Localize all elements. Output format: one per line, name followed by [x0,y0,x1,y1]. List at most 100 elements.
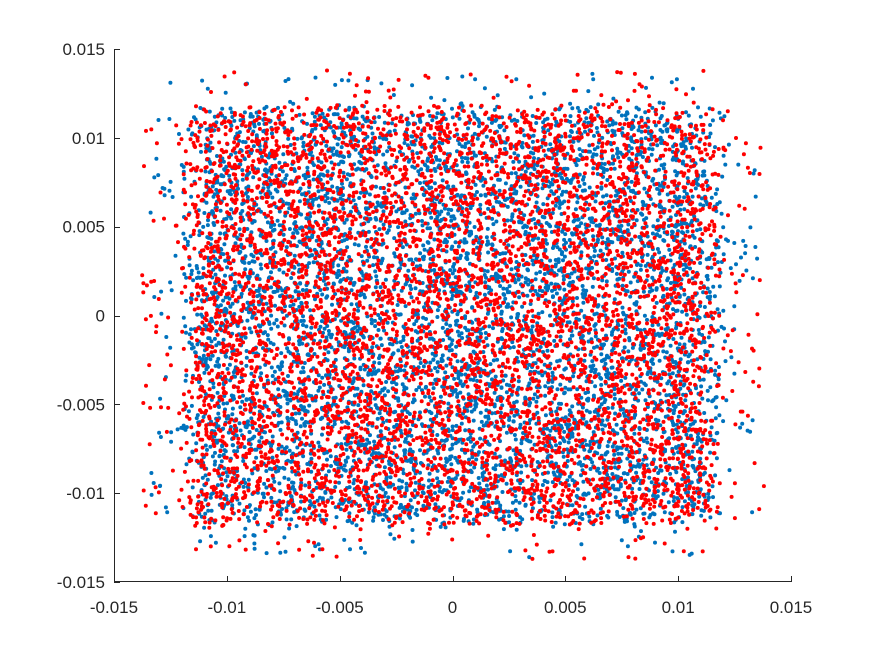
scatter-point [223,258,228,263]
scatter-point [512,413,517,418]
scatter-point [590,284,595,289]
scatter-point [513,171,518,176]
scatter-point [409,196,414,201]
scatter-point [453,441,458,446]
scatter-point [189,403,194,408]
scatter-point [406,268,411,273]
scatter-point [257,439,262,444]
scatter-point [270,455,275,460]
scatter-point [448,323,453,328]
scatter-point [333,112,338,117]
scatter-point [485,239,490,244]
scatter-point [438,394,443,399]
scatter-point [695,357,700,362]
scatter-point [222,242,227,247]
scatter-point [590,216,594,221]
scatter-point [659,141,664,145]
scatter-point [622,345,627,350]
scatter-point [491,358,496,363]
scatter-point [362,367,367,372]
scatter-point [182,272,187,277]
scatter-point [340,159,345,164]
scatter-point [611,161,615,166]
scatter-point [444,322,449,326]
scatter-point [250,114,255,119]
scatter-point [581,300,586,305]
scatter-point [486,487,490,492]
scatter-point [685,229,690,234]
scatter-point [449,342,454,347]
scatter-point [444,363,449,368]
scatter-point [575,217,580,222]
scatter-point [614,193,619,198]
scatter-point [587,514,592,519]
scatter-point [634,153,639,158]
scatter-point [586,398,590,403]
scatter-point [439,209,444,214]
scatter-point [724,398,729,403]
scatter-point [247,261,252,265]
scatter-point [540,483,545,487]
scatter-point [657,234,662,239]
scatter-point [570,106,575,111]
scatter-point [590,359,595,364]
scatter-point [449,446,454,451]
scatter-point [392,536,397,541]
scatter-point [364,244,368,249]
scatter-point [599,382,604,387]
scatter-point [410,83,415,88]
scatter-point [594,311,599,316]
scatter-point [583,504,588,509]
scatter-points [140,68,766,561]
scatter-point [653,123,658,128]
scatter-point [557,205,562,210]
scatter-point [435,308,440,313]
scatter-point [603,398,608,402]
scatter-point [645,372,650,377]
scatter-point [471,521,476,526]
scatter-point [548,428,553,433]
scatter-point [682,207,687,212]
scatter-point [686,113,691,118]
scatter-point [409,433,414,438]
scatter-point [623,317,628,322]
scatter-point [568,134,572,139]
scatter-point [555,387,560,392]
scatter-point [620,305,625,310]
scatter-point [243,526,248,531]
scatter-point [225,474,230,479]
scatter-point [446,475,451,480]
scatter-point [644,216,649,221]
scatter-point [351,321,356,325]
scatter-point [645,440,650,445]
scatter-point [413,488,417,493]
scatter-point [554,291,559,296]
scatter-point [466,126,470,131]
scatter-point [245,318,250,323]
scatter-point [205,223,210,228]
scatter-point [303,508,308,513]
scatter-point [165,510,170,515]
scatter-point [248,509,253,514]
scatter-point [601,194,606,199]
scatter-point [541,202,546,207]
scatter-point [213,450,217,455]
scatter-point [596,102,601,107]
scatter-point [211,385,216,390]
scatter-point [698,456,703,461]
scatter-point [526,277,531,282]
scatter-point [291,480,296,485]
scatter-point [491,326,495,331]
scatter-point [525,267,530,272]
scatter-point [577,317,581,322]
scatter-point [429,215,434,220]
scatter-point [435,315,440,319]
scatter-point [221,159,226,164]
scatter-point [658,468,663,473]
scatter-point [588,467,593,471]
scatter-point [582,181,587,186]
scatter-point [700,250,705,255]
scatter-point [221,401,226,406]
scatter-point [637,427,642,431]
scatter-point [289,276,294,280]
